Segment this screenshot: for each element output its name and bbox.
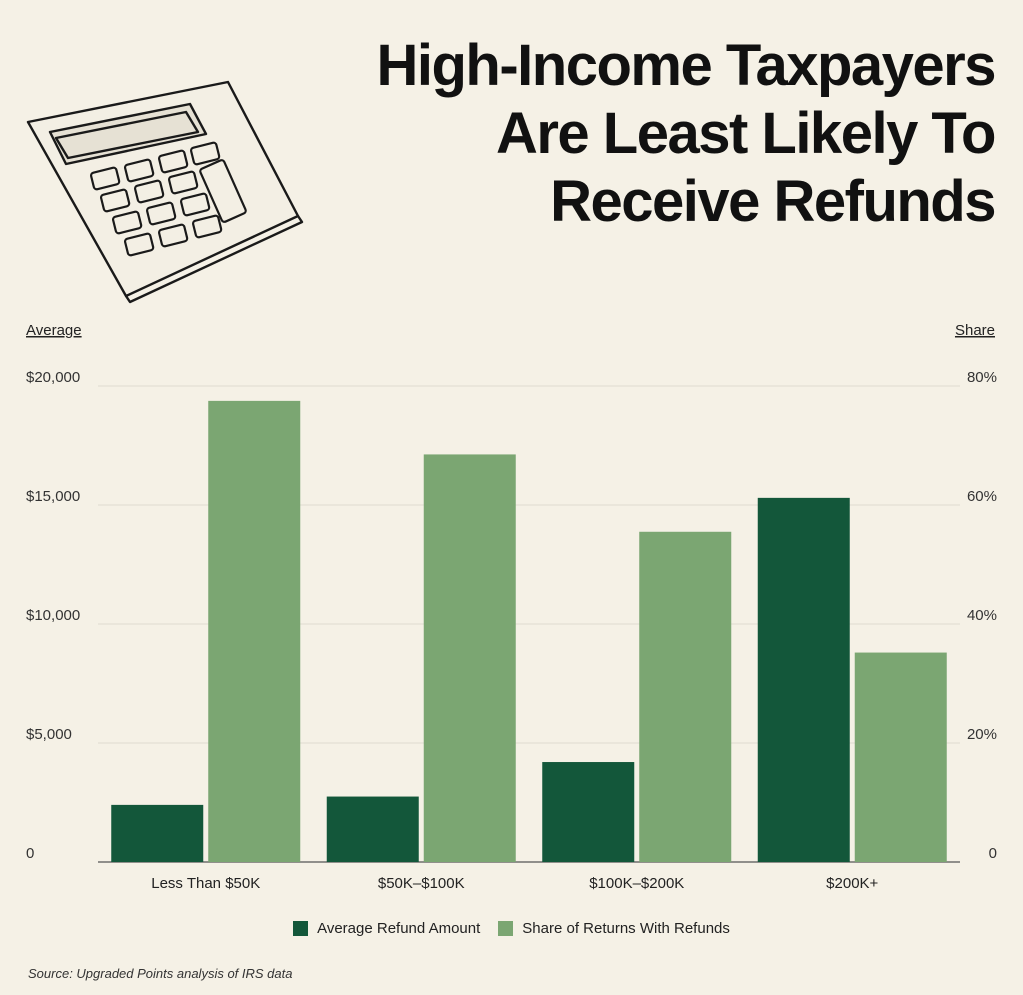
bar-share-returns [423,454,516,862]
bar-average-refund [326,796,419,862]
right-axis-title: Share [955,322,995,339]
legend-swatch-light-green [498,921,514,936]
source-note: Source: Upgraded Points analysis of IRS … [28,966,293,981]
title-line-3: Receive Refunds [550,168,996,234]
right-tick-label: 40% [967,607,997,624]
category-label: $200K+ [826,875,878,892]
category-labels: Less Than $50K $50K–$100K $100K–$200K $200K… [151,875,878,892]
bar-share-returns [854,652,947,862]
left-tick-label: $5,000 [26,726,72,743]
left-tick-label: 0 [26,845,34,862]
category-label: $50K–$100K [378,875,465,892]
right-axis-ticks: 0 20% 40% 60% 80% [967,369,997,862]
category-label: $100K–$200K [589,875,684,892]
category-label: Less Than $50K [151,875,260,892]
bar-average-refund [542,762,635,862]
right-tick-label: 20% [967,726,997,743]
bar-share-returns [208,400,301,862]
left-tick-label: $10,000 [26,607,80,624]
legend-item-average-refund: Average Refund Amount [293,920,480,937]
bar-chart: Average Share 0 $5,000 $10,000 $15,000 $20,0… [26,322,997,892]
bar-average-refund [111,804,204,862]
calculator-icon [26,80,304,304]
legend: Average Refund Amount Share of Returns W… [0,920,1023,937]
title-line-1: High-Income Taxpayers [376,33,996,98]
bar-share-returns [639,531,732,862]
left-axis-title: Average [26,322,82,339]
right-tick-label: 80% [967,369,997,386]
left-tick-label: $15,000 [26,488,80,505]
title-line-2: Are Least Likely To [495,100,997,166]
right-tick-label: 60% [967,488,997,505]
legend-label: Share of Returns With Refunds [522,920,730,937]
legend-item-share-returns: Share of Returns With Refunds [498,920,730,937]
legend-label: Average Refund Amount [317,920,481,937]
left-tick-label: $20,000 [26,369,80,386]
bar-average-refund [757,497,850,862]
left-axis-ticks: 0 $5,000 $10,000 $15,000 $20,000 [26,369,80,862]
right-tick-label: 0 [989,845,997,862]
legend-swatch-dark-green [293,921,309,936]
chart-title: High-Income Taxpayers Are Least Likely T… [235,32,997,236]
bars [111,400,947,862]
